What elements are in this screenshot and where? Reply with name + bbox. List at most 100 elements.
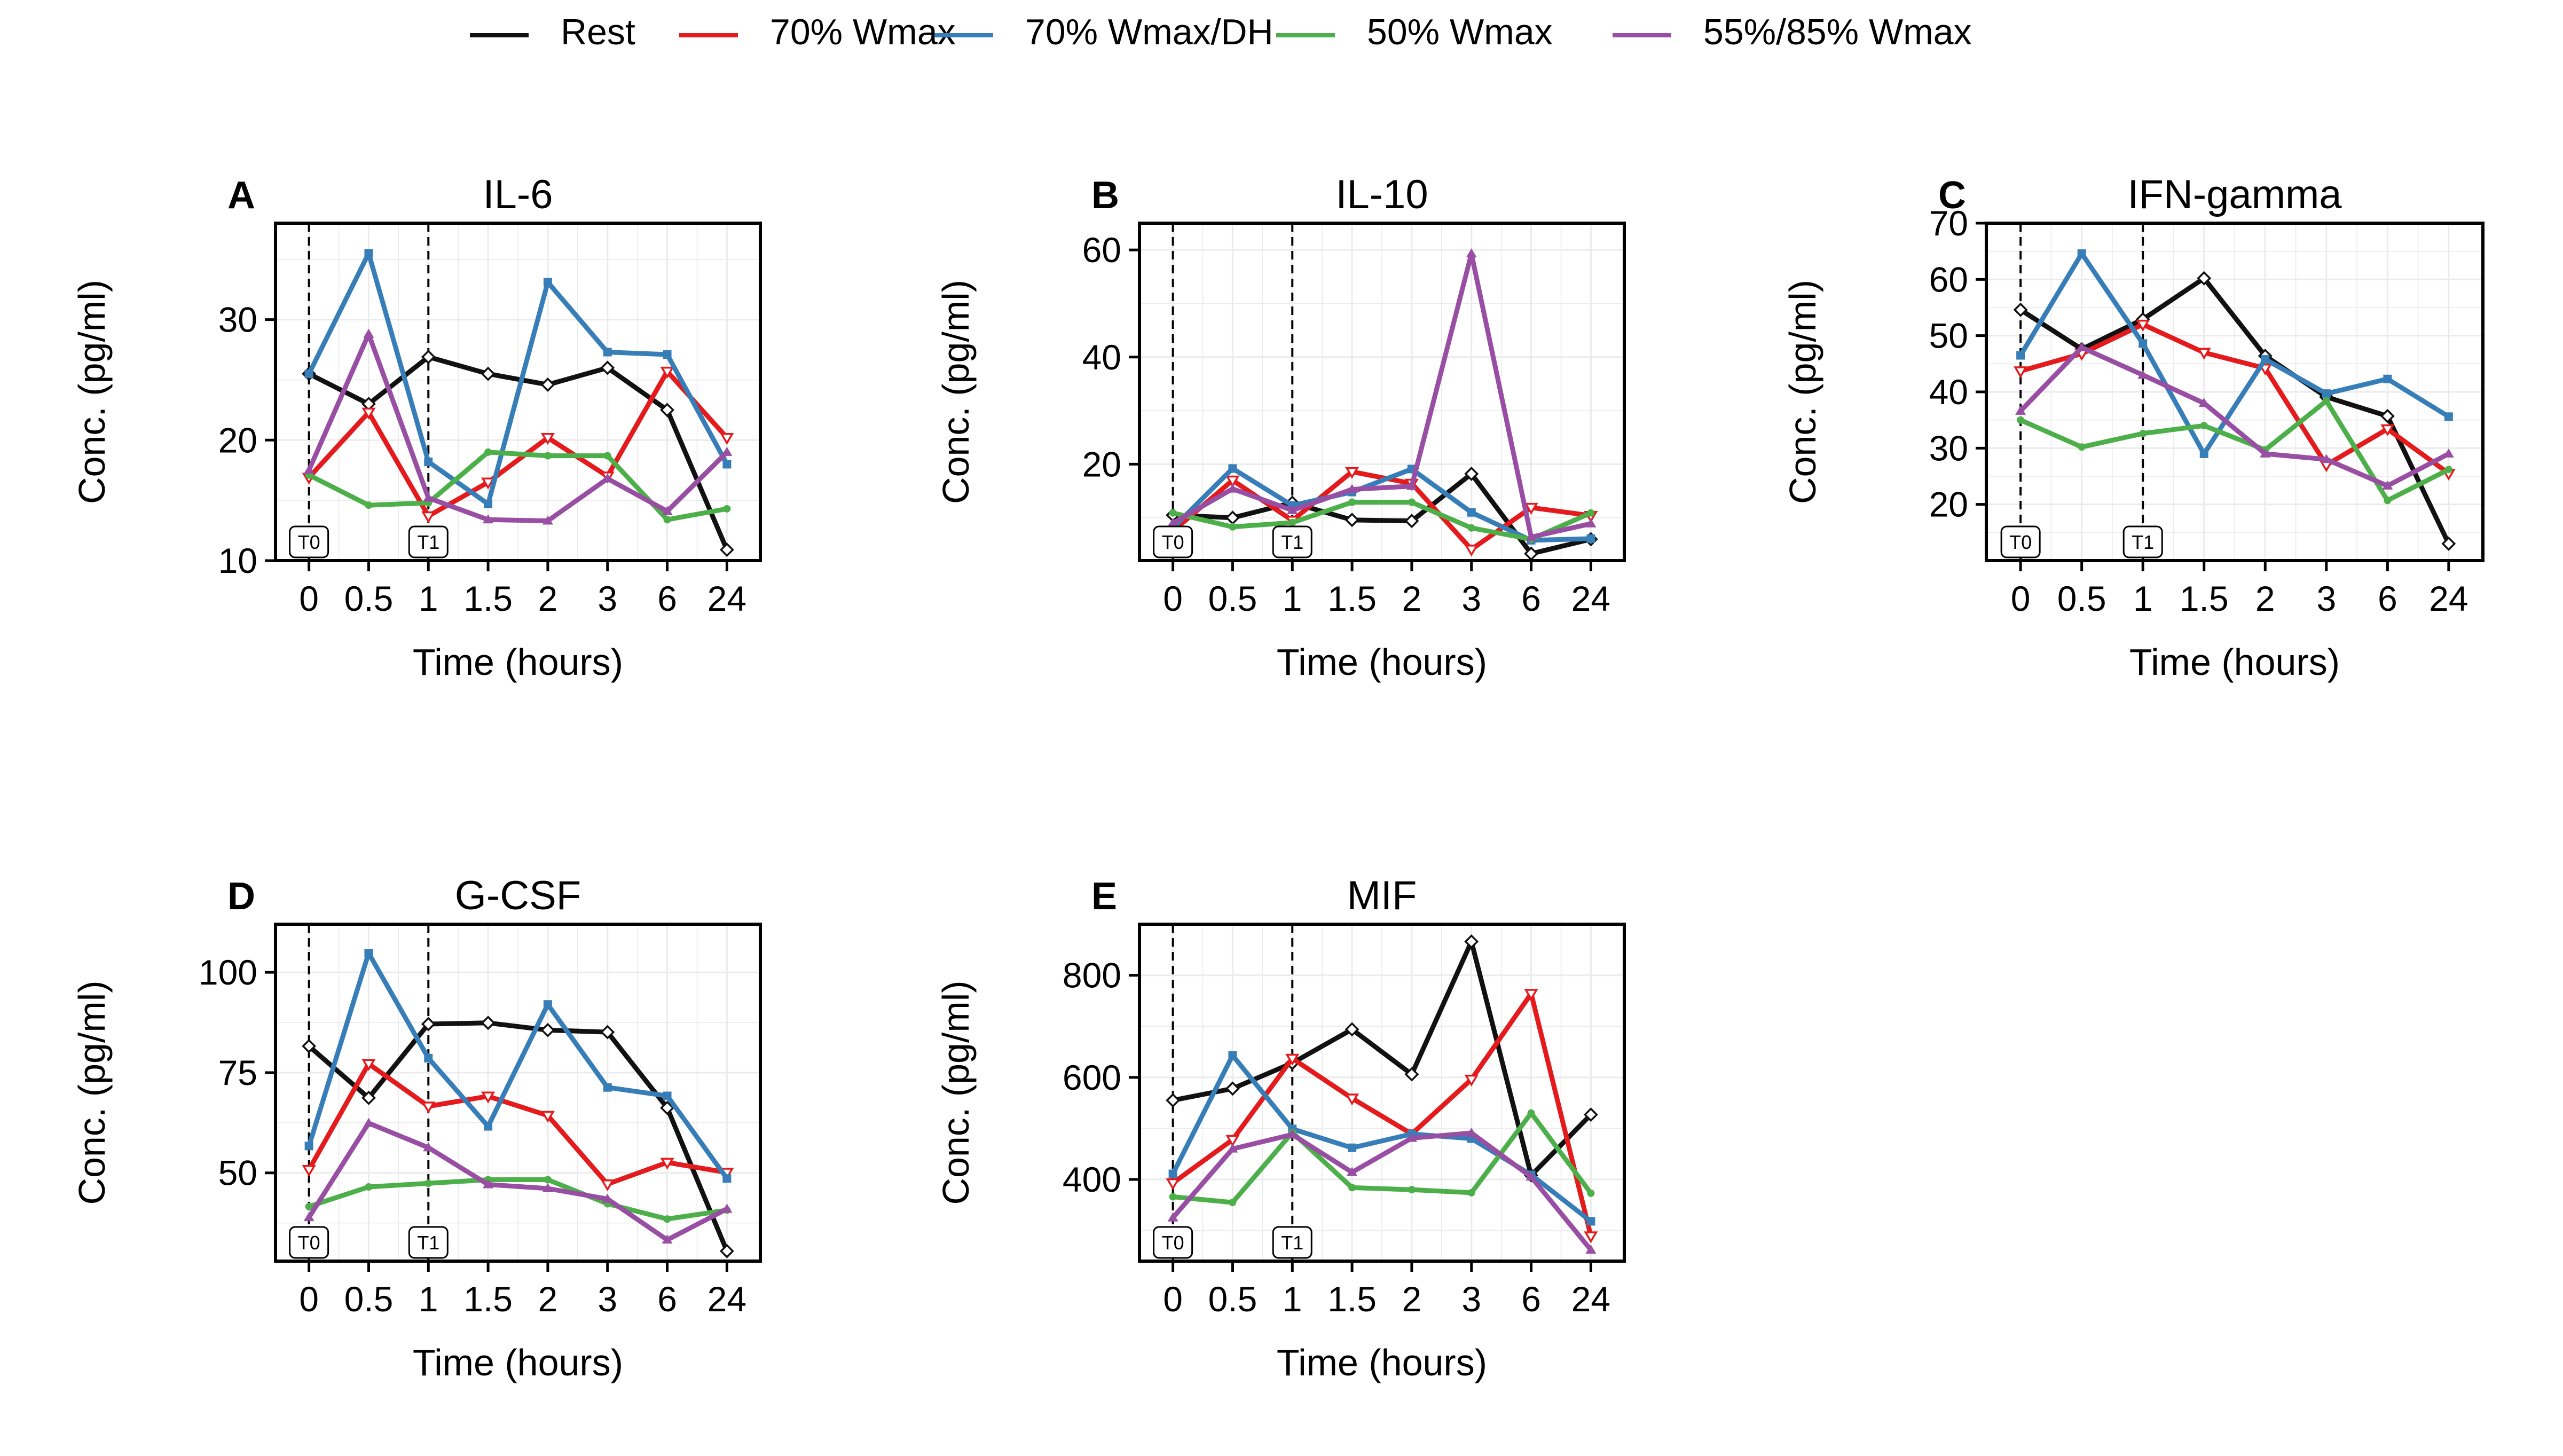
data-point — [1167, 517, 1178, 527]
marker-box — [289, 525, 329, 558]
legend-item-70-wmax: 70% Wmax — [679, 12, 956, 52]
x-tick-label: 1.5 — [463, 1279, 513, 1319]
x-tick-label: 0 — [1163, 1279, 1183, 1319]
data-point — [600, 360, 615, 375]
data-point — [1229, 523, 1237, 531]
data-point — [1586, 1217, 1595, 1226]
data-point — [663, 1091, 672, 1100]
data-point — [1228, 464, 1237, 473]
data-point — [2322, 389, 2331, 398]
panel-letter: C — [1938, 174, 1966, 217]
legend-label-50-wmax: 50% Wmax — [1367, 12, 1553, 52]
legend-label-rest: Rest — [561, 12, 635, 52]
data-point — [365, 501, 373, 509]
data-point — [1285, 1053, 1300, 1066]
marker-text: T0 — [298, 1232, 320, 1254]
data-point — [722, 1174, 732, 1183]
data-point — [721, 446, 733, 456]
data-point — [1167, 1212, 1178, 1222]
data-point — [2137, 369, 2149, 379]
data-point — [2261, 355, 2270, 364]
marker-box — [289, 1226, 329, 1259]
x-tick-label: 6 — [2378, 579, 2397, 618]
legend-item-55-85-wmax: 55%/85% Wmax — [1613, 12, 1972, 52]
series-line-70-wmax-dh — [306, 950, 729, 1181]
series-line-55-85-wmax — [306, 1121, 729, 1242]
data-point — [2013, 302, 2028, 317]
data-point — [304, 1142, 313, 1151]
data-point — [1464, 545, 1479, 557]
data-point — [1404, 1067, 1419, 1082]
data-point — [1228, 1051, 1237, 1060]
data-point — [660, 1100, 675, 1115]
data-point — [423, 492, 434, 502]
data-point — [1347, 484, 1358, 493]
data-point — [1584, 1231, 1598, 1243]
x-tick-label: 3 — [1461, 1279, 1481, 1319]
data-point — [364, 249, 373, 258]
x-tick-label: 1 — [419, 1279, 438, 1319]
series-55-85-wmax — [1167, 248, 1597, 541]
data-point — [603, 1083, 612, 1092]
data-point — [2200, 422, 2208, 430]
data-point — [305, 1202, 313, 1210]
series-line-rest — [2018, 276, 2451, 546]
data-point — [723, 505, 731, 513]
data-point — [484, 499, 493, 508]
data-point — [1466, 1128, 1477, 1137]
marker-label-t1: T1 — [1272, 1226, 1312, 1259]
y-axis-label: Conc. (pg/ml) — [935, 980, 977, 1205]
x-tick-label: 2 — [1402, 1279, 1422, 1319]
x-tick-label: 1.5 — [1327, 1279, 1377, 1319]
x-tick-label: 0.5 — [344, 579, 394, 618]
data-point — [1464, 934, 1479, 949]
marker-box — [408, 1226, 449, 1259]
series-line-rest — [1170, 939, 1593, 1178]
data-point — [719, 1243, 734, 1258]
data-point — [2198, 398, 2210, 407]
marker-box — [2122, 525, 2163, 558]
y-tick-label: 30 — [218, 300, 257, 340]
data-point — [1348, 498, 1356, 506]
y-tick-label: 60 — [1929, 259, 1968, 299]
data-point — [660, 403, 675, 418]
panel-a-il-6: T0 T1 0 0.5 1 1.5 2 3 6 24 10 20 30 A IL-6 Time (hours)… — [71, 172, 762, 683]
data-point — [1227, 1143, 1238, 1153]
x-tick-label: 1 — [2133, 579, 2153, 618]
series-70-wmax — [302, 1059, 734, 1192]
x-tick-label: 0 — [1163, 579, 1183, 618]
data-point — [2384, 497, 2392, 505]
data-point — [2014, 366, 2028, 379]
data-point — [662, 1234, 673, 1244]
data-point — [421, 1017, 436, 1032]
data-point — [364, 949, 373, 958]
data-point — [1225, 1081, 1240, 1096]
data-point — [484, 448, 492, 456]
panel-b-il-10: T0 T1 0 0.5 1 1.5 2 3 6 24 20 40 60 B IL-10 Time (hours… — [935, 172, 1626, 683]
data-point — [719, 542, 734, 557]
plot-border — [274, 222, 762, 562]
marker-text: T0 — [1162, 1232, 1184, 1254]
data-point — [2077, 249, 2086, 258]
data-point — [424, 1053, 433, 1063]
data-point — [1166, 1178, 1180, 1191]
data-point — [2197, 271, 2212, 286]
data-point — [2321, 454, 2332, 463]
series-line-70-wmax — [1170, 469, 1593, 552]
marker-text: T0 — [1162, 531, 1184, 553]
data-point — [663, 516, 671, 524]
data-point — [2136, 319, 2150, 332]
data-point — [603, 452, 611, 460]
y-tick-label: 40 — [1082, 337, 1121, 377]
data-point — [602, 473, 613, 483]
panel-title: IFN-gamma — [2127, 172, 2342, 217]
marker-label-t0: T0 — [289, 1226, 329, 1259]
data-point — [1406, 1132, 1417, 1142]
panel-letter: E — [1091, 875, 1117, 918]
series-50-wmax — [305, 448, 731, 524]
data-point — [2260, 448, 2271, 458]
series-70-wmax — [2014, 319, 2456, 481]
data-point — [1587, 1189, 1595, 1197]
data-point — [483, 1179, 494, 1189]
series-line-70-wmax — [306, 369, 729, 518]
